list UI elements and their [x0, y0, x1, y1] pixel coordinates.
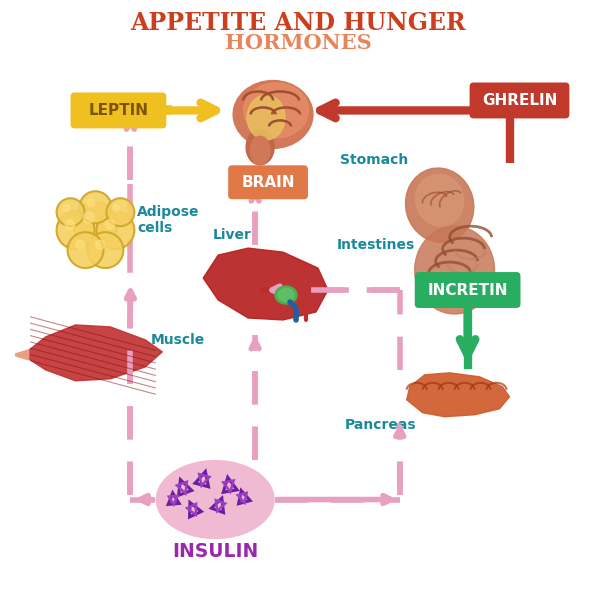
- Text: APPETITE AND HUNGER: APPETITE AND HUNGER: [130, 11, 466, 35]
- Text: Intestines: Intestines: [337, 238, 415, 252]
- Circle shape: [57, 198, 85, 226]
- Text: Adipose
cells: Adipose cells: [137, 205, 200, 235]
- Ellipse shape: [250, 136, 270, 164]
- Circle shape: [67, 232, 103, 268]
- Circle shape: [84, 212, 94, 223]
- Circle shape: [113, 205, 120, 212]
- Text: INSULIN: INSULIN: [172, 542, 259, 561]
- Polygon shape: [26, 325, 162, 381]
- Ellipse shape: [233, 80, 313, 148]
- Ellipse shape: [156, 461, 274, 538]
- Circle shape: [106, 198, 134, 226]
- Circle shape: [73, 202, 118, 246]
- Circle shape: [57, 211, 94, 249]
- FancyBboxPatch shape: [415, 272, 521, 308]
- Circle shape: [87, 199, 95, 206]
- Text: Liver: Liver: [213, 228, 252, 242]
- Text: HORMONES: HORMONES: [224, 32, 371, 53]
- Ellipse shape: [247, 95, 285, 140]
- Polygon shape: [16, 350, 29, 360]
- Circle shape: [105, 220, 115, 229]
- Circle shape: [97, 211, 134, 249]
- FancyBboxPatch shape: [70, 92, 167, 128]
- Ellipse shape: [415, 226, 494, 314]
- Polygon shape: [407, 373, 509, 417]
- Circle shape: [79, 191, 112, 223]
- Circle shape: [63, 205, 70, 212]
- Text: LEPTIN: LEPTIN: [88, 103, 149, 118]
- Polygon shape: [203, 248, 328, 320]
- Text: GHRELIN: GHRELIN: [482, 93, 557, 108]
- Ellipse shape: [244, 83, 309, 138]
- Circle shape: [88, 232, 124, 268]
- Ellipse shape: [416, 175, 464, 226]
- Ellipse shape: [405, 168, 474, 242]
- Text: Muscle: Muscle: [150, 333, 205, 347]
- FancyBboxPatch shape: [228, 166, 308, 199]
- FancyBboxPatch shape: [470, 83, 570, 118]
- Ellipse shape: [275, 286, 297, 304]
- Circle shape: [65, 220, 75, 229]
- Text: INCRETIN: INCRETIN: [427, 283, 508, 298]
- Text: Pancreas: Pancreas: [345, 418, 417, 432]
- Circle shape: [76, 240, 85, 249]
- Ellipse shape: [278, 289, 294, 301]
- Ellipse shape: [246, 130, 274, 165]
- Circle shape: [96, 240, 104, 249]
- Text: BRAIN: BRAIN: [241, 175, 295, 190]
- Text: Stomach: Stomach: [340, 154, 408, 167]
